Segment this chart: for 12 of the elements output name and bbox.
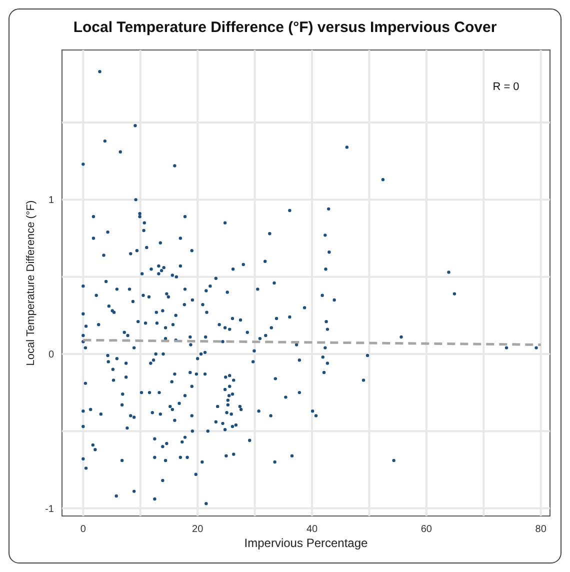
x-axis-title: Impervious Percentage — [244, 536, 368, 550]
y-tick-label: -1 — [45, 504, 54, 515]
chart-title: Local Temperature Difference (°F) versus Impervious Cover — [73, 19, 497, 36]
y-tick-label: 0 — [48, 349, 54, 360]
annotation: R = 0 — [492, 81, 520, 93]
x-tick-label: 0 — [80, 524, 86, 535]
x-tick-label: 60 — [420, 524, 432, 535]
x-tick-label: 20 — [192, 524, 204, 535]
x-tick-label: 40 — [306, 524, 318, 535]
x-tick-label: 80 — [535, 524, 547, 535]
y-axis-title: Local Temperature Difference (°F) — [25, 200, 37, 366]
y-tick-label: 1 — [48, 195, 54, 206]
